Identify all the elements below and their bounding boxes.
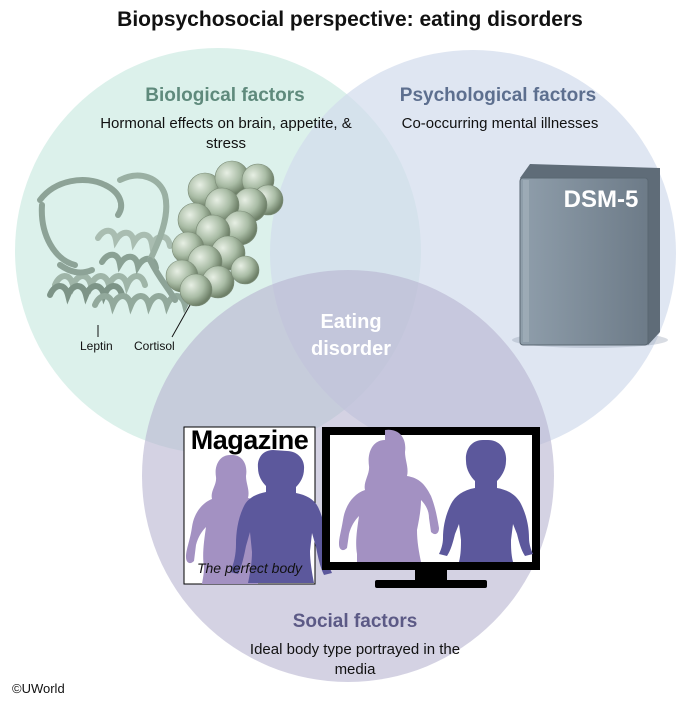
- book-title: DSM-5: [563, 186, 639, 213]
- magazine-cover-icon: [183, 426, 332, 585]
- tv-female-silhouette: [339, 429, 439, 562]
- page-title: Biopsychosocial perspective: eating diso…: [117, 8, 583, 31]
- cortisol-label: Cortisol: [134, 339, 175, 353]
- television-icon: [322, 427, 540, 588]
- psychological-description: Co-occurring mental illnesses: [401, 115, 599, 132]
- magazine-caption: The perfect body: [196, 560, 303, 576]
- social-description: Ideal body type portrayed in the media: [249, 641, 461, 678]
- magazine-male-silhouette: [230, 450, 332, 583]
- magazine-title: Magazine: [190, 425, 309, 455]
- cortisol-pointer: [171, 304, 191, 338]
- center-label: Eating disorder: [310, 311, 392, 360]
- copyright: ©UWorld: [12, 681, 65, 696]
- cortisol-molecule-icon: [165, 160, 284, 307]
- tv-male-silhouette: [439, 440, 533, 562]
- psychological-heading: Psychological factors: [399, 85, 597, 106]
- leptin-protein-icon: [37, 172, 202, 315]
- social-heading: Social factors: [292, 611, 418, 632]
- dsm5-book-icon: [512, 164, 668, 348]
- biological-description: Hormonal effects on brain, appetite, & s…: [100, 115, 352, 152]
- biological-heading: Biological factors: [145, 85, 305, 106]
- leptin-label: Leptin: [80, 339, 113, 353]
